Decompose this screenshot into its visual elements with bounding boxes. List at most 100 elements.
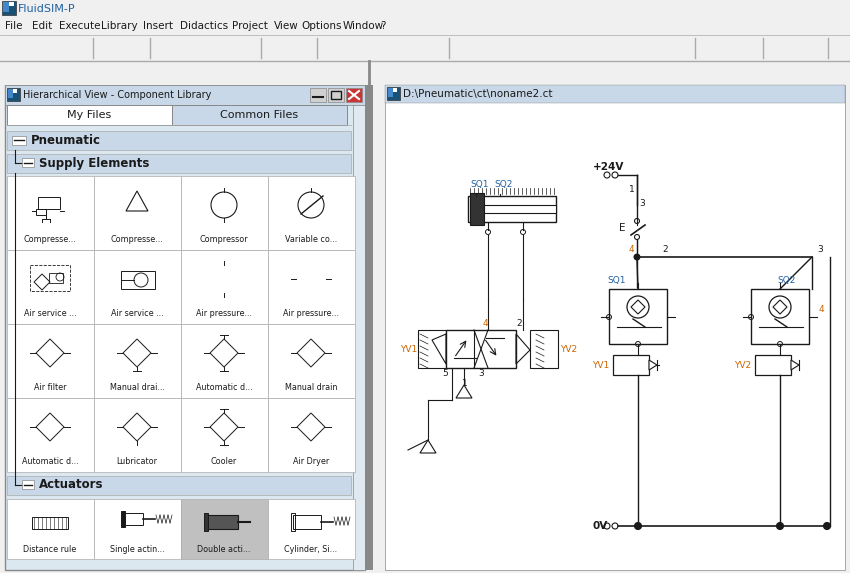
Text: Double acti...: Double acti... [197,544,251,554]
Bar [342,38,360,58]
Text: 2: 2 [662,245,667,254]
Text: YV2: YV2 [560,346,577,355]
Bar [346,88,362,102]
Bar [432,38,450,58]
Text: View: View [274,21,298,31]
Text: +24V: +24V [593,162,625,172]
Bar [98,38,116,58]
Bar [0,35,850,61]
Text: Hierarchical View - Component Library: Hierarchical View - Component Library [23,90,212,100]
Bar [3,2,9,12]
Circle shape [634,523,642,529]
Bar [268,250,355,324]
Bar [172,105,347,125]
Bar [8,89,13,98]
Bar [116,38,134,58]
Text: 3: 3 [817,245,823,253]
Bar [751,289,809,344]
Bar [836,38,850,58]
Bar [291,513,295,531]
Bar [7,324,94,398]
Bar [7,476,351,495]
Bar [418,330,446,368]
Bar [396,38,414,58]
Bar [310,88,326,102]
Circle shape [824,523,830,529]
Text: Manual drain: Manual drain [285,383,337,393]
Bar [446,330,516,368]
Bar [9,2,14,6]
Polygon shape [649,360,657,370]
Bar [468,196,556,222]
Text: FluidSIM-P: FluidSIM-P [18,4,76,14]
Bar [5,85,365,570]
Bar [268,398,355,472]
Text: YV1: YV1 [592,360,609,370]
Bar [155,38,173,58]
Text: Window: Window [343,21,384,31]
Circle shape [777,523,784,529]
Bar [470,193,484,225]
Bar [4,38,22,58]
Text: Pneumatic: Pneumatic [31,134,101,147]
Text: 5: 5 [442,370,448,379]
Text: SQ2: SQ2 [494,179,513,189]
Bar [191,38,209,58]
Bar [227,38,245,58]
Bar [609,289,667,344]
Bar [7,499,94,559]
Text: Air service ...: Air service ... [24,309,76,319]
Bar [94,250,181,324]
Bar [204,513,208,531]
Bar [378,38,396,58]
Bar [7,105,172,125]
Bar [94,324,181,398]
Bar [722,38,740,58]
Text: My Files: My Files [67,110,111,120]
Text: Didactics: Didactics [180,21,228,31]
Bar [22,38,40,58]
Circle shape [633,253,641,261]
Bar [268,176,355,250]
Text: Single actin...: Single actin... [110,544,164,554]
Text: Project: Project [232,21,268,31]
Bar [7,398,94,472]
Text: Actuators: Actuators [39,478,104,492]
Text: Manual drai...: Manual drai... [110,383,164,393]
Text: Compresse...: Compresse... [110,236,163,245]
Text: File: File [5,21,22,31]
Bar [385,85,845,570]
Bar [2,1,16,15]
Bar [0,61,850,85]
Bar [365,85,373,570]
Bar [7,131,351,150]
Text: Lubricator: Lubricator [116,457,157,466]
Text: SQ1: SQ1 [470,179,489,189]
Polygon shape [791,360,799,370]
Text: Distance rule: Distance rule [23,544,76,554]
Text: 2: 2 [516,319,522,328]
Text: Air Dryer: Air Dryer [293,457,329,466]
Text: Air filter: Air filter [34,383,66,393]
Bar [353,105,365,570]
Bar [36,209,46,215]
Text: 4: 4 [483,319,489,328]
Bar [134,38,152,58]
Bar [328,88,344,102]
Bar [0,18,850,35]
Text: Cylinder, Si...: Cylinder, Si... [285,544,337,554]
Text: E: E [619,223,626,233]
Bar [792,38,810,58]
Text: Options: Options [301,21,342,31]
Bar [32,517,68,529]
Bar [40,38,58,58]
Text: Library: Library [101,21,138,31]
Bar [293,515,321,529]
Bar [613,355,649,375]
Text: YV2: YV2 [734,360,751,370]
Bar [245,38,263,58]
Bar [414,38,432,58]
Bar [123,513,143,525]
Bar [322,38,340,58]
Text: Execute: Execute [59,21,100,31]
